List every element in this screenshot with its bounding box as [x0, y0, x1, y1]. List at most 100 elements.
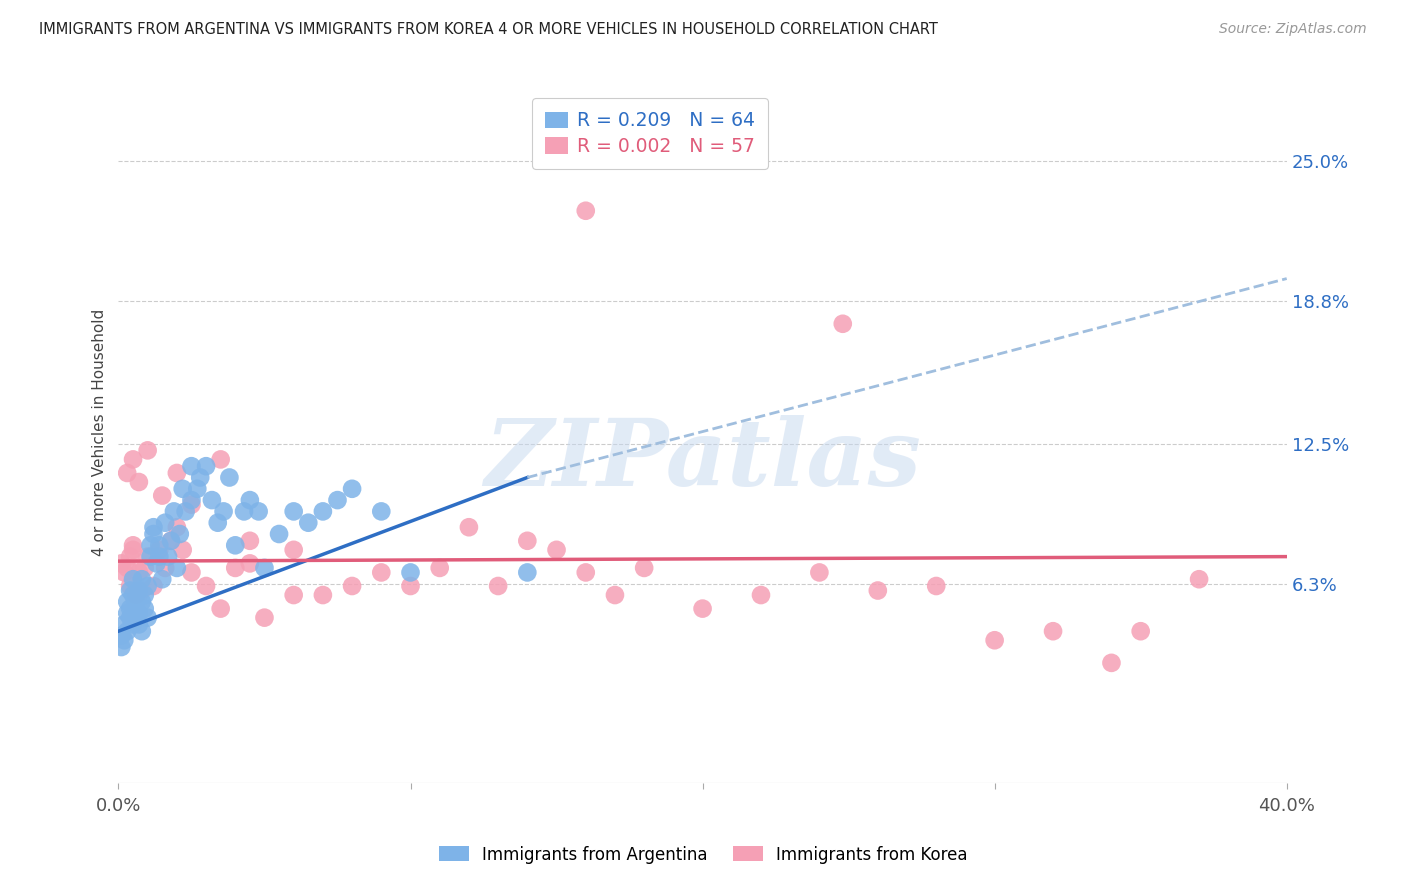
- Point: [163, 504, 186, 518]
- Point: [224, 561, 246, 575]
- Point: [340, 579, 363, 593]
- Point: [180, 498, 202, 512]
- Point: [169, 527, 191, 541]
- Point: [157, 549, 180, 564]
- Point: [267, 527, 290, 541]
- Point: [122, 538, 145, 552]
- Point: [429, 561, 451, 575]
- Point: [131, 595, 153, 609]
- Point: [749, 588, 772, 602]
- Point: [239, 533, 262, 548]
- Point: [224, 538, 246, 552]
- Point: [195, 459, 218, 474]
- Point: [516, 566, 538, 580]
- Point: [122, 452, 145, 467]
- Point: [180, 566, 202, 580]
- Point: [120, 549, 142, 564]
- Point: [139, 549, 162, 564]
- Point: [160, 533, 183, 548]
- Point: [283, 542, 305, 557]
- Point: [110, 640, 132, 654]
- Point: [125, 588, 148, 602]
- Point: [253, 610, 276, 624]
- Point: [128, 475, 150, 489]
- Point: [172, 482, 194, 496]
- Point: [115, 561, 138, 575]
- Point: [142, 579, 165, 593]
- Point: [188, 470, 211, 484]
- Point: [516, 533, 538, 548]
- Point: [122, 588, 145, 602]
- Point: [180, 459, 202, 474]
- Point: [131, 624, 153, 639]
- Point: [110, 629, 132, 643]
- Point: [115, 606, 138, 620]
- Point: [150, 572, 173, 586]
- Point: [136, 579, 159, 593]
- Point: [247, 504, 270, 518]
- Point: [195, 579, 218, 593]
- Point: [125, 610, 148, 624]
- Point: [692, 601, 714, 615]
- Point: [866, 583, 889, 598]
- Point: [128, 583, 150, 598]
- Point: [633, 561, 655, 575]
- Point: [160, 533, 183, 548]
- Point: [186, 482, 208, 496]
- Point: [201, 493, 224, 508]
- Point: [1129, 624, 1152, 639]
- Point: [112, 633, 135, 648]
- Point: [136, 443, 159, 458]
- Point: [153, 516, 176, 530]
- Point: [297, 516, 319, 530]
- Point: [218, 470, 240, 484]
- Point: [142, 520, 165, 534]
- Point: [120, 601, 142, 615]
- Point: [212, 504, 235, 518]
- Point: [283, 588, 305, 602]
- Point: [180, 493, 202, 508]
- Point: [174, 504, 197, 518]
- Point: [831, 317, 853, 331]
- Point: [148, 549, 170, 564]
- Point: [166, 520, 188, 534]
- Point: [925, 579, 948, 593]
- Point: [172, 542, 194, 557]
- Point: [603, 588, 626, 602]
- Point: [326, 493, 349, 508]
- Point: [115, 624, 138, 639]
- Point: [136, 549, 159, 564]
- Point: [131, 583, 153, 598]
- Legend: R = 0.209   N = 64, R = 0.002   N = 57: R = 0.209 N = 64, R = 0.002 N = 57: [531, 98, 768, 169]
- Point: [312, 504, 335, 518]
- Point: [148, 538, 170, 552]
- Point: [128, 606, 150, 620]
- Point: [399, 579, 422, 593]
- Point: [128, 566, 150, 580]
- Point: [253, 561, 276, 575]
- Point: [209, 601, 232, 615]
- Point: [125, 595, 148, 609]
- Point: [134, 561, 156, 575]
- Point: [110, 557, 132, 571]
- Point: [166, 466, 188, 480]
- Point: [546, 542, 568, 557]
- Point: [370, 504, 392, 518]
- Point: [148, 542, 170, 557]
- Point: [312, 588, 335, 602]
- Point: [399, 566, 422, 580]
- Point: [808, 566, 831, 580]
- Text: ZIPatlas: ZIPatlas: [484, 416, 921, 505]
- Point: [370, 566, 392, 580]
- Text: IMMIGRANTS FROM ARGENTINA VS IMMIGRANTS FROM KOREA 4 OR MORE VEHICLES IN HOUSEHO: IMMIGRANTS FROM ARGENTINA VS IMMIGRANTS …: [39, 22, 938, 37]
- Point: [134, 601, 156, 615]
- Point: [120, 583, 142, 598]
- Point: [115, 595, 138, 609]
- Point: [128, 617, 150, 632]
- Point: [207, 516, 229, 530]
- Point: [458, 520, 481, 534]
- Point: [150, 489, 173, 503]
- Point: [1101, 656, 1123, 670]
- Point: [139, 538, 162, 552]
- Point: [122, 617, 145, 632]
